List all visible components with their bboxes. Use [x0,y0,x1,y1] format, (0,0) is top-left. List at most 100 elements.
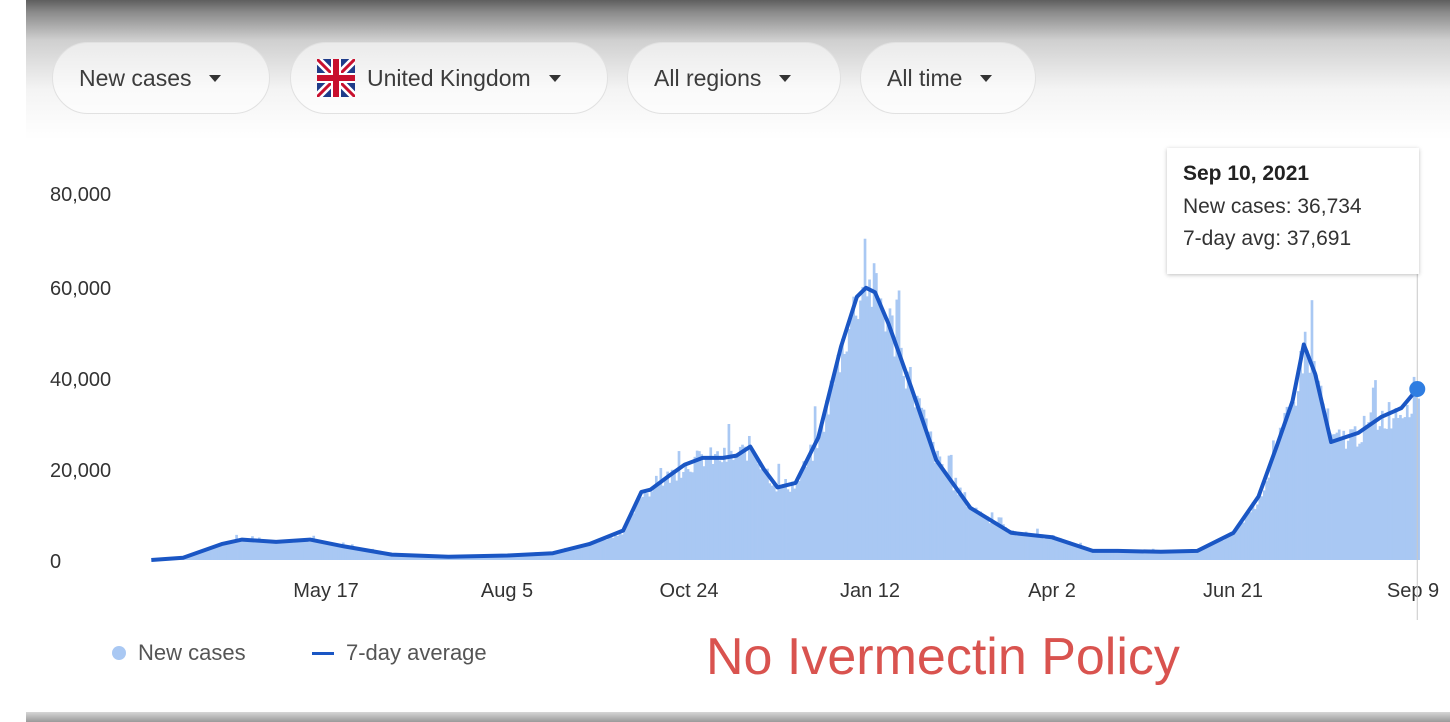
hover-point[interactable] [1409,380,1426,397]
new-cases-bar [534,552,538,560]
new-cases-bar [196,553,200,560]
new-cases-bar [348,546,352,560]
new-cases-bar [641,496,645,560]
new-cases-bar [1083,547,1087,560]
new-cases-bar [890,315,894,560]
new-cases-bar [217,545,220,560]
new-cases-bar [1047,535,1051,560]
new-cases-bar [319,543,322,560]
new-cases-bar [754,457,758,560]
seven-day-average-line [151,285,1419,562]
new-cases-bar [244,540,247,560]
new-cases-bar [214,547,218,560]
new-cases-bar [230,541,234,560]
region-dropdown[interactable]: All regions [627,42,841,114]
new-cases-bar [321,543,325,560]
new-cases-bar [1129,550,1132,560]
new-cases-bar [412,555,415,560]
new-cases-bar [1029,536,1032,560]
new-cases-bar [915,395,919,560]
new-cases-bar [670,469,674,560]
new-cases-bar [1031,535,1035,560]
new-cases-bar [289,541,293,560]
new-cases-bar [246,541,250,560]
new-cases-bar [1067,541,1071,560]
new-cases-bar [1310,300,1314,560]
new-cases-bar [648,496,651,560]
new-cases-bar [507,555,511,560]
new-cases-bar [1045,538,1048,560]
new-cases-bar [752,453,756,560]
new-cases-bar [838,372,842,560]
new-cases-bar [1181,550,1184,560]
new-cases-bar [759,469,762,560]
new-cases-bar [487,555,490,560]
new-cases-bar [301,539,304,560]
new-cases-bar [1340,440,1343,560]
new-cases-bar [228,543,232,560]
period-dropdown[interactable]: All time [860,42,1036,114]
new-cases-bar [407,555,411,560]
new-cases-bar [546,553,549,560]
new-cases-bar [1095,551,1098,560]
metric-dropdown[interactable]: New cases [52,42,270,114]
new-cases-bar [1176,552,1180,560]
new-cases-bar [627,516,631,560]
new-cases-bar [677,451,681,560]
new-cases-bar [986,516,989,560]
new-cases-bar [1360,442,1364,560]
new-cases-bar [888,308,892,560]
new-cases-bar [1185,551,1189,560]
new-cases-bar [189,555,193,560]
new-cases-bar [312,535,316,560]
new-cases-bar [326,544,329,560]
new-cases-bar [616,536,620,560]
new-cases-bar [1088,548,1091,560]
new-cases-bar [323,543,327,560]
new-cases-bar [600,538,604,560]
new-cases-bar [909,366,912,560]
new-cases-bar [786,489,790,560]
new-cases-bar [1337,429,1341,560]
new-cases-bar [1349,429,1352,560]
new-cases-bar [761,470,765,560]
new-cases-bar [902,375,905,560]
new-cases-bar [1020,535,1023,560]
new-cases-bar [423,556,427,560]
new-cases-bar [364,549,368,560]
new-cases-bar [691,472,694,560]
new-cases-bar [800,472,803,560]
new-cases-bar [371,548,375,560]
new-cases-bar [239,539,243,560]
new-cases-bar [1131,550,1135,560]
new-cases-bar [852,296,856,560]
new-cases-bar [689,471,692,560]
new-cases-bar [1058,537,1062,560]
new-cases-bar [1387,402,1391,560]
new-cases-bar [713,454,717,560]
new-cases-bar [1297,391,1300,560]
country-dropdown[interactable]: United Kingdom [290,42,608,114]
new-cases-bar [1004,527,1008,560]
legend-item-new-cases[interactable]: New cases [112,640,246,666]
new-cases-bar [559,552,563,560]
legend-item-7-day-average[interactable]: 7-day average [312,640,487,666]
new-cases-bar [1267,477,1271,560]
new-cases-bar [686,469,690,560]
new-cases-bar [273,541,277,560]
new-cases-bar [1138,552,1141,560]
new-cases-bar [1190,551,1194,560]
new-cases-bar [981,517,985,560]
new-cases-bar [1321,403,1325,560]
new-cases-bar [1408,417,1411,560]
new-cases-bar [1006,532,1010,560]
new-cases-bar [865,296,869,560]
new-cases-bar [804,466,808,560]
new-cases-bar [1156,551,1160,560]
new-cases-bar [841,338,844,560]
new-cases-bar [979,511,983,560]
new-cases-bar [949,454,953,560]
new-cases-bar [958,487,962,560]
new-cases-bar [387,554,390,560]
new-cases-bar [264,542,268,560]
